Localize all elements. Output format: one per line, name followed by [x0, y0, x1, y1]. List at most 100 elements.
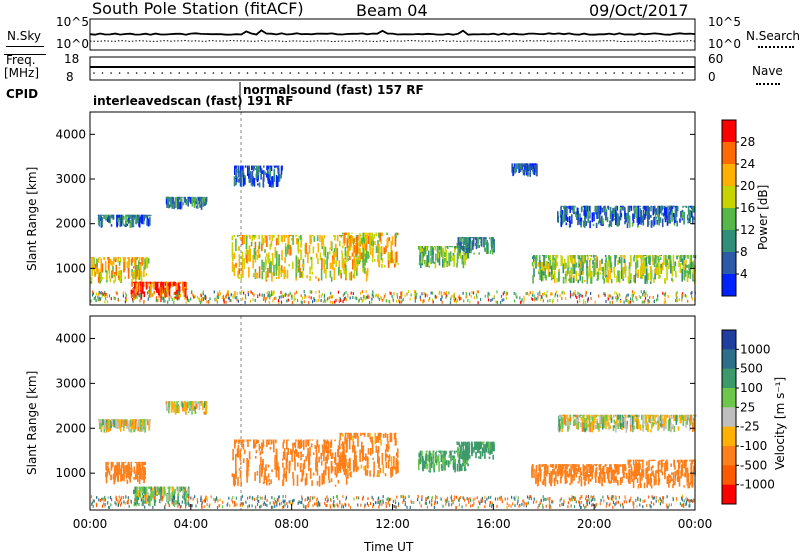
scatter-cell	[435, 295, 438, 299]
data-cell	[352, 435, 354, 442]
data-cell	[616, 205, 619, 211]
data-cell	[437, 455, 439, 463]
data-cell	[430, 456, 433, 468]
data-cell	[139, 493, 141, 498]
scatter-cell	[612, 495, 614, 499]
scatter-cell	[657, 297, 659, 301]
data-cell	[118, 463, 120, 472]
data-cell	[335, 260, 337, 267]
data-cell	[348, 432, 351, 442]
data-cell	[140, 285, 142, 291]
data-cell	[253, 248, 256, 260]
scatter-cell	[293, 295, 295, 299]
data-cell	[111, 274, 114, 278]
data-cell	[237, 234, 239, 237]
scatter-cell	[545, 293, 547, 297]
data-cell	[247, 250, 250, 257]
scatter-cell	[239, 291, 241, 295]
scatter-cell	[487, 291, 489, 295]
data-cell	[637, 269, 639, 278]
data-cell	[521, 163, 524, 171]
data-cell	[652, 459, 655, 462]
scatter-cell	[383, 297, 385, 301]
data-cell	[541, 464, 543, 467]
data-cell	[121, 419, 123, 428]
data-cell	[147, 258, 150, 264]
data-cell	[568, 205, 570, 209]
data-cell	[512, 166, 515, 176]
data-cell	[129, 219, 132, 229]
data-cell	[276, 453, 278, 461]
nave-dot	[647, 72, 650, 74]
scatter-cell	[148, 495, 150, 499]
nave-dot	[656, 72, 658, 74]
data-cell	[519, 163, 521, 169]
scatter-cell	[362, 297, 364, 301]
scatter-cell	[330, 300, 332, 304]
data-cell	[194, 406, 196, 410]
data-cell	[349, 256, 351, 261]
scatter-cell	[315, 290, 317, 294]
scatter-cell	[263, 293, 265, 297]
scatter-cell	[134, 502, 136, 506]
data-cell	[189, 196, 191, 203]
scatter-cell	[331, 295, 333, 299]
data-cell	[659, 257, 662, 260]
scatter-cell	[505, 296, 507, 300]
data-cell	[565, 209, 567, 215]
data-cell	[586, 464, 588, 475]
data-cell	[327, 445, 330, 449]
scatter-cell	[223, 298, 225, 302]
data-cell	[469, 237, 471, 245]
data-cell	[240, 462, 242, 465]
data-cell	[100, 214, 102, 217]
data-cell	[232, 457, 234, 460]
data-cell	[377, 470, 379, 475]
data-cell	[305, 473, 308, 485]
data-cell	[289, 448, 292, 455]
data-cell	[128, 420, 130, 432]
data-cell	[570, 205, 573, 211]
scatter-cell	[179, 293, 181, 297]
data-cell	[589, 478, 592, 482]
data-cell	[242, 439, 245, 443]
data-cell	[200, 202, 203, 210]
data-cell	[350, 244, 352, 248]
data-cell	[588, 210, 591, 217]
data-cell	[267, 464, 270, 468]
data-cell	[604, 255, 607, 257]
data-cell	[555, 255, 557, 268]
data-cell	[240, 274, 242, 281]
scatter-cell	[691, 499, 694, 503]
data-cell	[118, 267, 121, 270]
scatter-cell	[648, 300, 650, 303]
data-cell	[195, 205, 198, 209]
data-cell	[600, 464, 602, 466]
data-cell	[590, 271, 593, 284]
data-cell	[460, 448, 462, 459]
data-cell	[666, 262, 668, 275]
data-cell	[241, 262, 244, 275]
data-cell	[572, 474, 574, 478]
data-cell	[118, 214, 120, 218]
data-cell	[136, 281, 139, 292]
scatter-cell	[513, 291, 515, 295]
scatter-cell	[664, 291, 667, 295]
scatter-cell	[274, 505, 276, 508]
data-cell	[554, 270, 556, 279]
data-cell	[615, 477, 617, 484]
data-cell	[203, 196, 206, 203]
data-cell	[557, 473, 559, 477]
data-cell	[248, 267, 250, 278]
data-cell	[317, 257, 319, 265]
data-cell	[556, 479, 559, 485]
data-cell	[144, 419, 147, 430]
data-cell	[141, 461, 143, 466]
data-cell	[124, 257, 126, 261]
data-cell	[314, 445, 316, 449]
data-cell	[682, 415, 685, 427]
scatter-cell	[685, 503, 687, 506]
data-cell	[671, 414, 673, 420]
velocity-cells	[90, 401, 697, 510]
data-cell	[282, 269, 284, 273]
